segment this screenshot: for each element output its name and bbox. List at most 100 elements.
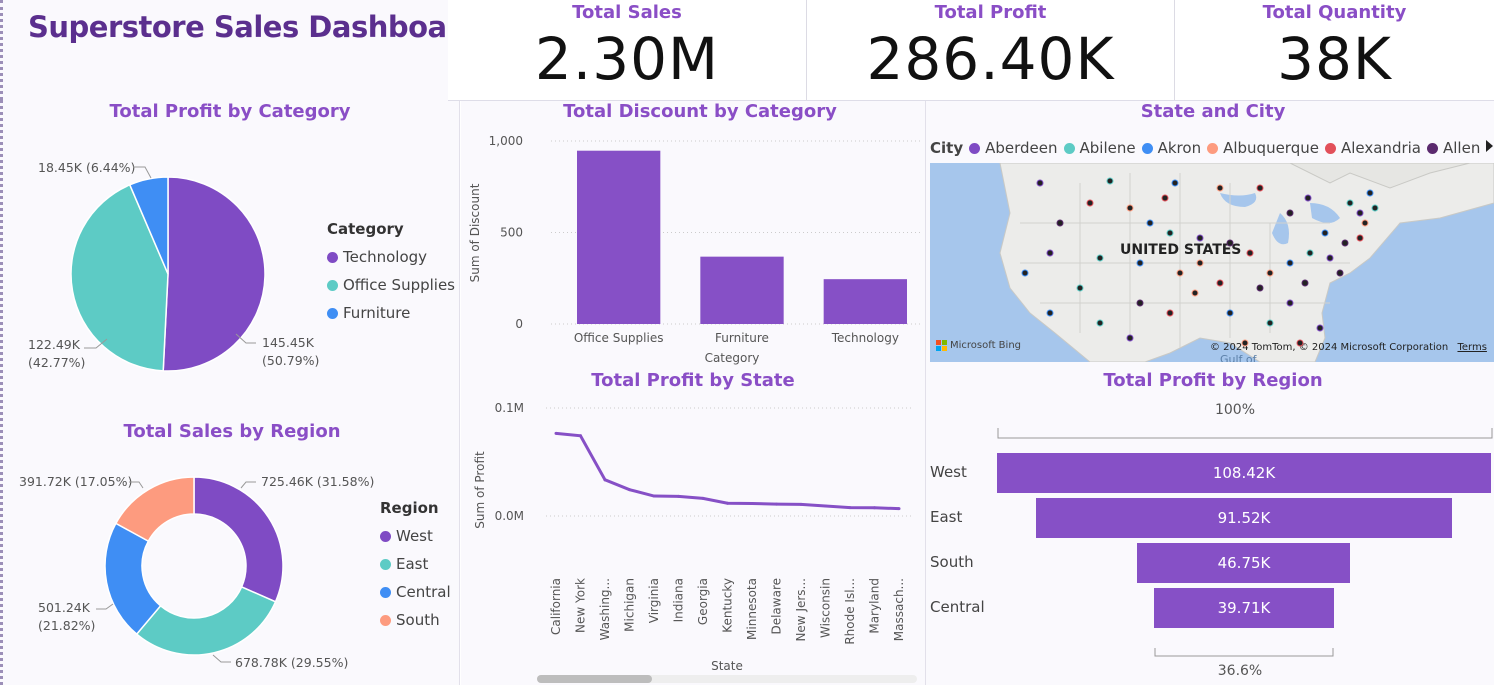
city-marker[interactable] — [1161, 194, 1169, 202]
city-marker[interactable] — [1191, 289, 1199, 297]
kpi-total-profit[interactable]: Total Profit 286.40K — [807, 0, 1175, 100]
line-point[interactable] — [775, 502, 778, 506]
legend-item-alexandria[interactable]: Alexandria — [1324, 139, 1421, 157]
legend-item-west[interactable]: West — [380, 527, 451, 545]
city-marker[interactable] — [1301, 279, 1309, 287]
profit-by-state-chart[interactable]: 0.0M 0.1M California New York Washing... Mich… — [461, 392, 926, 682]
city-marker[interactable] — [1216, 279, 1224, 287]
city-marker[interactable] — [1366, 189, 1374, 197]
city-marker[interactable] — [1096, 319, 1104, 327]
line-point[interactable] — [554, 431, 558, 435]
city-marker[interactable] — [1246, 249, 1254, 257]
line-point[interactable] — [897, 507, 901, 511]
us-map[interactable]: UNITED STATES Gulf of Microsoft Bing © 2… — [930, 163, 1494, 362]
city-marker[interactable] — [1136, 259, 1144, 267]
city-marker[interactable] — [1241, 339, 1249, 347]
city-marker[interactable] — [1266, 269, 1274, 277]
line-point[interactable] — [628, 488, 631, 492]
legend-item-akron[interactable]: Akron — [1141, 139, 1201, 157]
legend-item-office-supplies[interactable]: Office Supplies — [327, 276, 455, 294]
city-marker[interactable] — [1046, 309, 1054, 317]
city-marker[interactable] — [1176, 269, 1184, 277]
city-marker[interactable] — [1356, 209, 1364, 217]
kpi-total-sales[interactable]: Total Sales 2.30M — [448, 0, 807, 100]
bar-office-supplies[interactable] — [577, 150, 661, 324]
legend-item-aberdeen[interactable]: Aberdeen — [969, 139, 1058, 157]
pie-slice-furniture[interactable] — [128, 176, 169, 275]
profit-line[interactable] — [555, 431, 900, 511]
city-marker[interactable] — [1196, 234, 1204, 242]
pie-slice-office-supplies[interactable] — [70, 183, 169, 372]
line-point[interactable] — [848, 506, 852, 510]
legend-item-furniture[interactable]: Furniture — [327, 304, 455, 322]
city-marker[interactable] — [1021, 269, 1029, 277]
city-marker[interactable] — [1146, 219, 1154, 227]
city-marker[interactable] — [1336, 269, 1344, 277]
line-point[interactable] — [726, 501, 729, 505]
line-point[interactable] — [701, 496, 705, 500]
pie-slice-technology[interactable] — [162, 176, 266, 372]
sales-by-region-donut[interactable] — [102, 474, 286, 658]
city-marker[interactable] — [1361, 219, 1369, 227]
city-marker[interactable] — [1304, 194, 1312, 202]
line-point[interactable] — [799, 502, 803, 506]
legend-item-technology[interactable]: Technology — [327, 248, 455, 266]
profit-by-category-pie[interactable] — [60, 166, 276, 382]
city-marker[interactable] — [1056, 219, 1064, 227]
line-point[interactable] — [677, 494, 680, 498]
legend-item-allen[interactable]: Allen — [1427, 139, 1480, 157]
horizontal-scrollbar[interactable] — [537, 675, 917, 683]
city-marker[interactable] — [1296, 339, 1304, 347]
legend-item-east[interactable]: East — [380, 555, 451, 573]
city-marker[interactable] — [1341, 239, 1349, 247]
terms-link[interactable]: Terms — [1457, 342, 1487, 353]
kpi-total-quantity[interactable]: Total Quantity 38K — [1175, 0, 1494, 100]
line-point[interactable] — [873, 506, 876, 510]
donut-slice-south[interactable] — [114, 476, 195, 543]
city-marker[interactable] — [1226, 309, 1234, 317]
city-marker[interactable] — [1046, 249, 1054, 257]
line-point[interactable] — [652, 494, 656, 498]
city-marker[interactable] — [1371, 204, 1379, 212]
funnel-bar-central[interactable]: 39.71K — [1153, 588, 1335, 628]
line-point[interactable] — [603, 478, 607, 482]
city-marker[interactable] — [1036, 179, 1044, 187]
profit-by-region-funnel[interactable]: West 108.42K East 91.52K South 46.75K Ce… — [926, 450, 1494, 635]
city-marker[interactable] — [1286, 259, 1294, 267]
city-marker[interactable] — [1196, 259, 1204, 267]
funnel-bar-east[interactable]: 91.52K — [1035, 498, 1453, 538]
city-marker[interactable] — [1106, 177, 1114, 185]
city-marker[interactable] — [1326, 254, 1334, 262]
city-marker[interactable] — [1166, 309, 1174, 317]
line-point[interactable] — [824, 504, 827, 508]
city-marker[interactable] — [1216, 184, 1224, 192]
city-marker[interactable] — [1126, 334, 1134, 342]
bar-technology[interactable] — [823, 279, 907, 324]
donut-slice-east[interactable] — [135, 585, 277, 656]
city-marker[interactable] — [1136, 299, 1144, 307]
city-marker[interactable] — [1256, 284, 1264, 292]
donut-slice-west[interactable] — [193, 476, 284, 603]
legend-item-albuquerque[interactable]: Albuquerque — [1207, 139, 1319, 157]
city-marker[interactable] — [1316, 324, 1324, 332]
city-marker[interactable] — [1321, 229, 1329, 237]
city-marker[interactable] — [1226, 239, 1234, 247]
legend-item-south[interactable]: South — [380, 611, 451, 629]
legend-item-central[interactable]: Central — [380, 583, 451, 601]
city-marker[interactable] — [1286, 299, 1294, 307]
city-marker[interactable] — [1346, 199, 1354, 207]
city-marker[interactable] — [1166, 229, 1174, 237]
city-marker[interactable] — [1126, 204, 1134, 212]
city-marker[interactable] — [1356, 234, 1364, 242]
caret-right-icon[interactable] — [1486, 140, 1493, 152]
city-marker[interactable] — [1171, 179, 1179, 187]
city-marker[interactable] — [1306, 249, 1314, 257]
scrollbar-thumb[interactable] — [537, 675, 652, 683]
funnel-bar-west[interactable]: 108.42K — [997, 453, 1491, 493]
city-marker[interactable] — [1076, 284, 1084, 292]
line-point[interactable] — [579, 434, 582, 438]
city-marker[interactable] — [1256, 184, 1264, 192]
bar-furniture[interactable] — [700, 256, 784, 324]
legend-item-abilene[interactable]: Abilene — [1063, 139, 1136, 157]
city-marker[interactable] — [1096, 254, 1104, 262]
